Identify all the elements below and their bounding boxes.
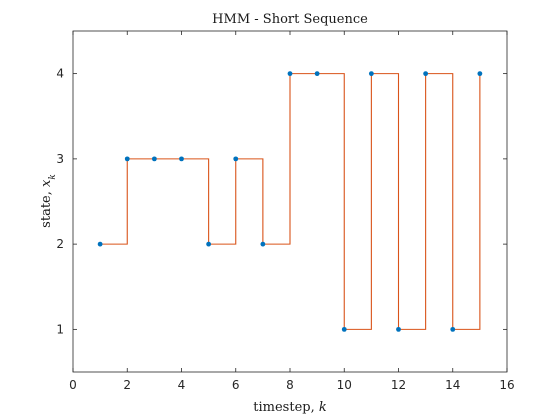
x-tick-label: 14 bbox=[445, 378, 460, 392]
y-axis-ticks: 1 2 3 4 bbox=[56, 67, 507, 336]
y-tick-label: 4 bbox=[56, 67, 64, 81]
data-point bbox=[314, 71, 320, 77]
x-tick-label: 4 bbox=[178, 378, 186, 392]
data-point bbox=[233, 156, 239, 162]
data-point bbox=[124, 156, 130, 162]
data-point bbox=[450, 326, 456, 332]
y-tick-label: 1 bbox=[56, 322, 64, 336]
data-point bbox=[368, 71, 374, 77]
x-tick-label: 10 bbox=[337, 378, 352, 392]
x-axis-label: timestep, k bbox=[253, 400, 327, 415]
x-axis-ticks: 0 2 4 6 8 10 12 14 16 bbox=[69, 31, 515, 392]
y-tick-label: 2 bbox=[56, 237, 64, 251]
series-step-line bbox=[100, 73, 481, 330]
x-tick-label: 8 bbox=[286, 378, 294, 392]
chart-title: HMM - Short Sequence bbox=[212, 12, 368, 27]
data-point bbox=[287, 71, 293, 77]
series-layer bbox=[97, 71, 483, 332]
y-tick-label: 3 bbox=[56, 152, 64, 166]
data-point bbox=[341, 326, 347, 332]
data-point bbox=[477, 71, 483, 77]
x-tick-label: 16 bbox=[499, 378, 514, 392]
data-point bbox=[423, 71, 429, 77]
data-point bbox=[396, 326, 401, 332]
x-tick-label: 6 bbox=[232, 378, 240, 392]
data-point bbox=[179, 156, 184, 162]
x-tick-label: 12 bbox=[391, 378, 406, 392]
data-point bbox=[97, 241, 103, 247]
y-axis-label: state, xk bbox=[39, 174, 58, 228]
data-point bbox=[206, 241, 212, 247]
data-point bbox=[151, 156, 157, 162]
data-point bbox=[260, 241, 266, 247]
x-tick-label: 0 bbox=[69, 378, 77, 392]
x-tick-label: 2 bbox=[123, 378, 131, 392]
